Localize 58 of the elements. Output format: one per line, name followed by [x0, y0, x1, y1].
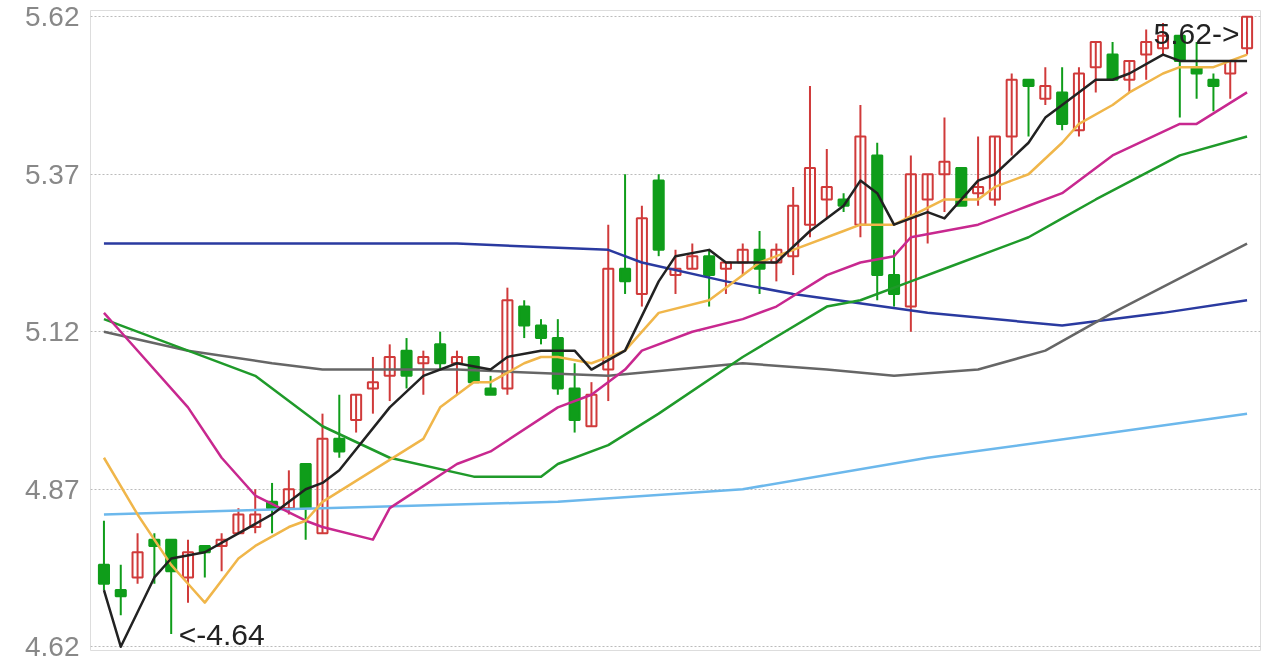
candlestick [383, 343, 396, 403]
y-tick-label: 4.87 [25, 473, 80, 505]
annotation: <-4.64 [178, 617, 265, 651]
candlestick [1039, 66, 1052, 106]
candlestick [736, 242, 749, 277]
candlestick [97, 519, 110, 592]
candlestick [703, 248, 716, 308]
candlestick [619, 173, 632, 295]
candlestick [1123, 59, 1136, 94]
candlestick [938, 116, 951, 214]
candlestick [1072, 66, 1085, 138]
candlestick [350, 393, 363, 434]
candlestick [484, 374, 497, 396]
candlestick [686, 242, 699, 270]
candlestick [181, 538, 195, 604]
y-tick-label: 5.12 [25, 316, 80, 348]
candlestick [803, 85, 817, 239]
candlestick [534, 318, 548, 346]
candlestick [518, 299, 531, 340]
candlestick [316, 412, 329, 535]
line-series [102, 242, 1249, 327]
candlestick [417, 349, 430, 396]
candlestick [131, 532, 144, 585]
candlestick [215, 532, 228, 573]
candlestick [333, 393, 346, 459]
y-tick-label: 5.37 [25, 158, 80, 190]
candlestick [1241, 15, 1254, 56]
candlestick [1089, 41, 1102, 94]
candlestick [114, 563, 127, 617]
y-tick-label: 5.62 [25, 1, 80, 33]
line-series [102, 91, 1249, 541]
candlestick [904, 154, 917, 333]
candlestick [249, 488, 262, 535]
candlestick [1207, 72, 1220, 113]
candlestick [434, 330, 447, 371]
candlestick [854, 103, 867, 239]
candlestick [820, 148, 833, 220]
candlestick [669, 248, 682, 295]
candlestick [585, 381, 598, 428]
candlestick [602, 223, 615, 403]
candlestick [719, 261, 732, 295]
y-tick-label: 4.62 [25, 631, 80, 663]
line-series [102, 412, 1249, 516]
candlestick [635, 204, 648, 308]
candlestick [1005, 72, 1018, 157]
candlestick [1140, 28, 1153, 81]
candlestick [921, 173, 934, 245]
candlestick [1022, 78, 1035, 138]
candlestick [450, 349, 464, 396]
candlestick [787, 185, 800, 277]
candlestick [501, 286, 514, 396]
candlestick [988, 135, 1001, 207]
candlestick [366, 355, 379, 415]
candlestick [232, 507, 245, 535]
candlestick [770, 242, 783, 283]
candlestick [972, 135, 985, 207]
line-series [102, 242, 1249, 378]
line-series [102, 135, 1249, 478]
